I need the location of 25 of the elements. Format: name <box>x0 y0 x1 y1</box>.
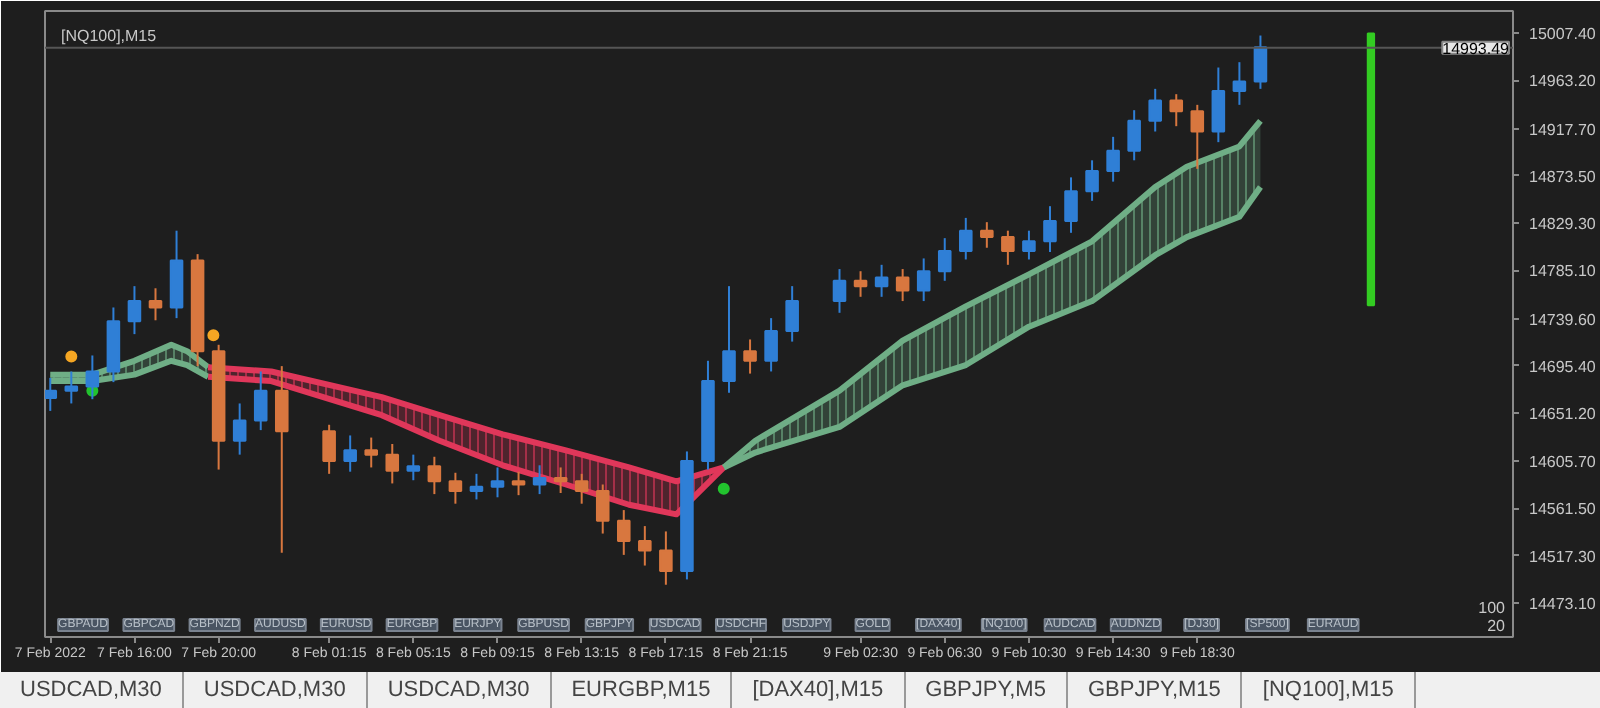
text: USDCAD,M30 <box>367 672 552 708</box>
y-tick-label: 14651.20 <box>1529 404 1597 423</box>
y-tick-label: 14873.50 <box>1529 167 1597 186</box>
ref-line-label: 14993.49 <box>1442 39 1511 58</box>
text: GBPJPY,M15 <box>1067 672 1243 708</box>
y-tick-label: 14473.10 <box>1529 594 1597 613</box>
text: [NQ100],M15 <box>61 27 158 45</box>
y-tick-label: 14739.60 <box>1529 310 1597 329</box>
y-tick-label: 14605.70 <box>1529 453 1597 472</box>
text: [NQ100],M15 <box>1242 672 1416 708</box>
y-tick-label: 15007.40 <box>1529 24 1597 43</box>
annotation: 20 <box>1487 617 1507 635</box>
text: USDCAD,M30 <box>0 672 184 708</box>
y-tick-label: 14917.70 <box>1529 120 1597 139</box>
y-tick-label: 14785.10 <box>1529 262 1597 281</box>
text: USDCAD,M30 <box>183 672 368 708</box>
annotation: 100 <box>1478 599 1507 617</box>
text: [DAX40],M15 <box>732 672 906 708</box>
text: GBPJPY,M5 <box>905 672 1068 708</box>
text: EURGBP,M15 <box>551 672 733 708</box>
y-tick-label: 14517.30 <box>1529 547 1597 566</box>
y-tick-label: 14829.30 <box>1529 214 1597 233</box>
y-tick-label: 14695.40 <box>1529 357 1597 376</box>
y-tick-label: 14561.50 <box>1529 500 1597 519</box>
y-tick-label: 14963.20 <box>1529 72 1597 91</box>
